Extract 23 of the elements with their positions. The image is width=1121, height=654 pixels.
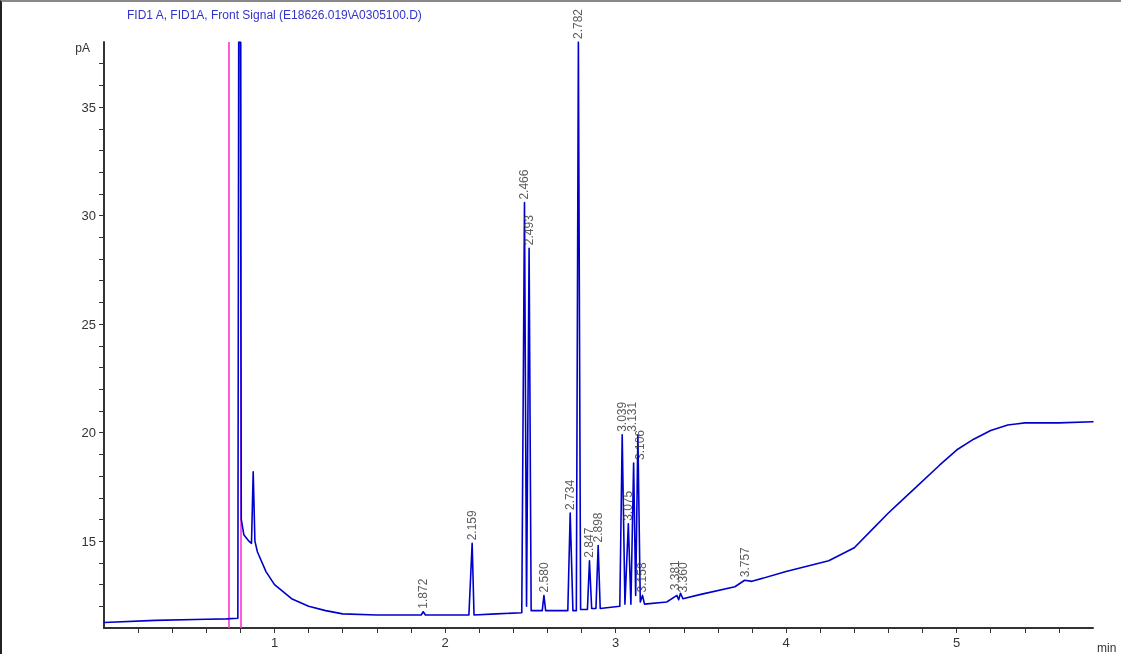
annotation: 3.075	[621, 490, 636, 521]
annotation: 3.757	[737, 546, 752, 578]
x-tick-label: 4	[782, 635, 790, 650]
annotation: 2.493	[522, 214, 537, 246]
x-axis-title: min	[1097, 641, 1117, 654]
annotation: 2.466	[517, 169, 532, 200]
annotation: 2.580	[536, 562, 551, 593]
y-axis-title: pA	[75, 41, 90, 55]
annotation: 2.159	[465, 510, 480, 541]
x-tick-label: 2	[441, 635, 449, 650]
annotation: 2.782	[571, 8, 586, 39]
annotation: 1.872	[416, 578, 431, 609]
x-tick-label: 5	[952, 635, 961, 650]
x-tick-label: 3	[611, 635, 620, 650]
y-tick-label: 20	[81, 425, 96, 441]
y-tick-label: 25	[81, 316, 96, 332]
y-tick-label: 15	[81, 533, 96, 549]
y-tick-label: 35	[81, 99, 96, 115]
x-tick-label: 1	[270, 635, 279, 650]
annotation: 2.734	[563, 479, 578, 510]
chart-title: FID1 A, FID1A, Front Signal (E18626.019\A0305100.D)	[127, 8, 422, 22]
annotation: 3.158	[635, 562, 650, 593]
y-tick-label: 30	[81, 208, 96, 224]
